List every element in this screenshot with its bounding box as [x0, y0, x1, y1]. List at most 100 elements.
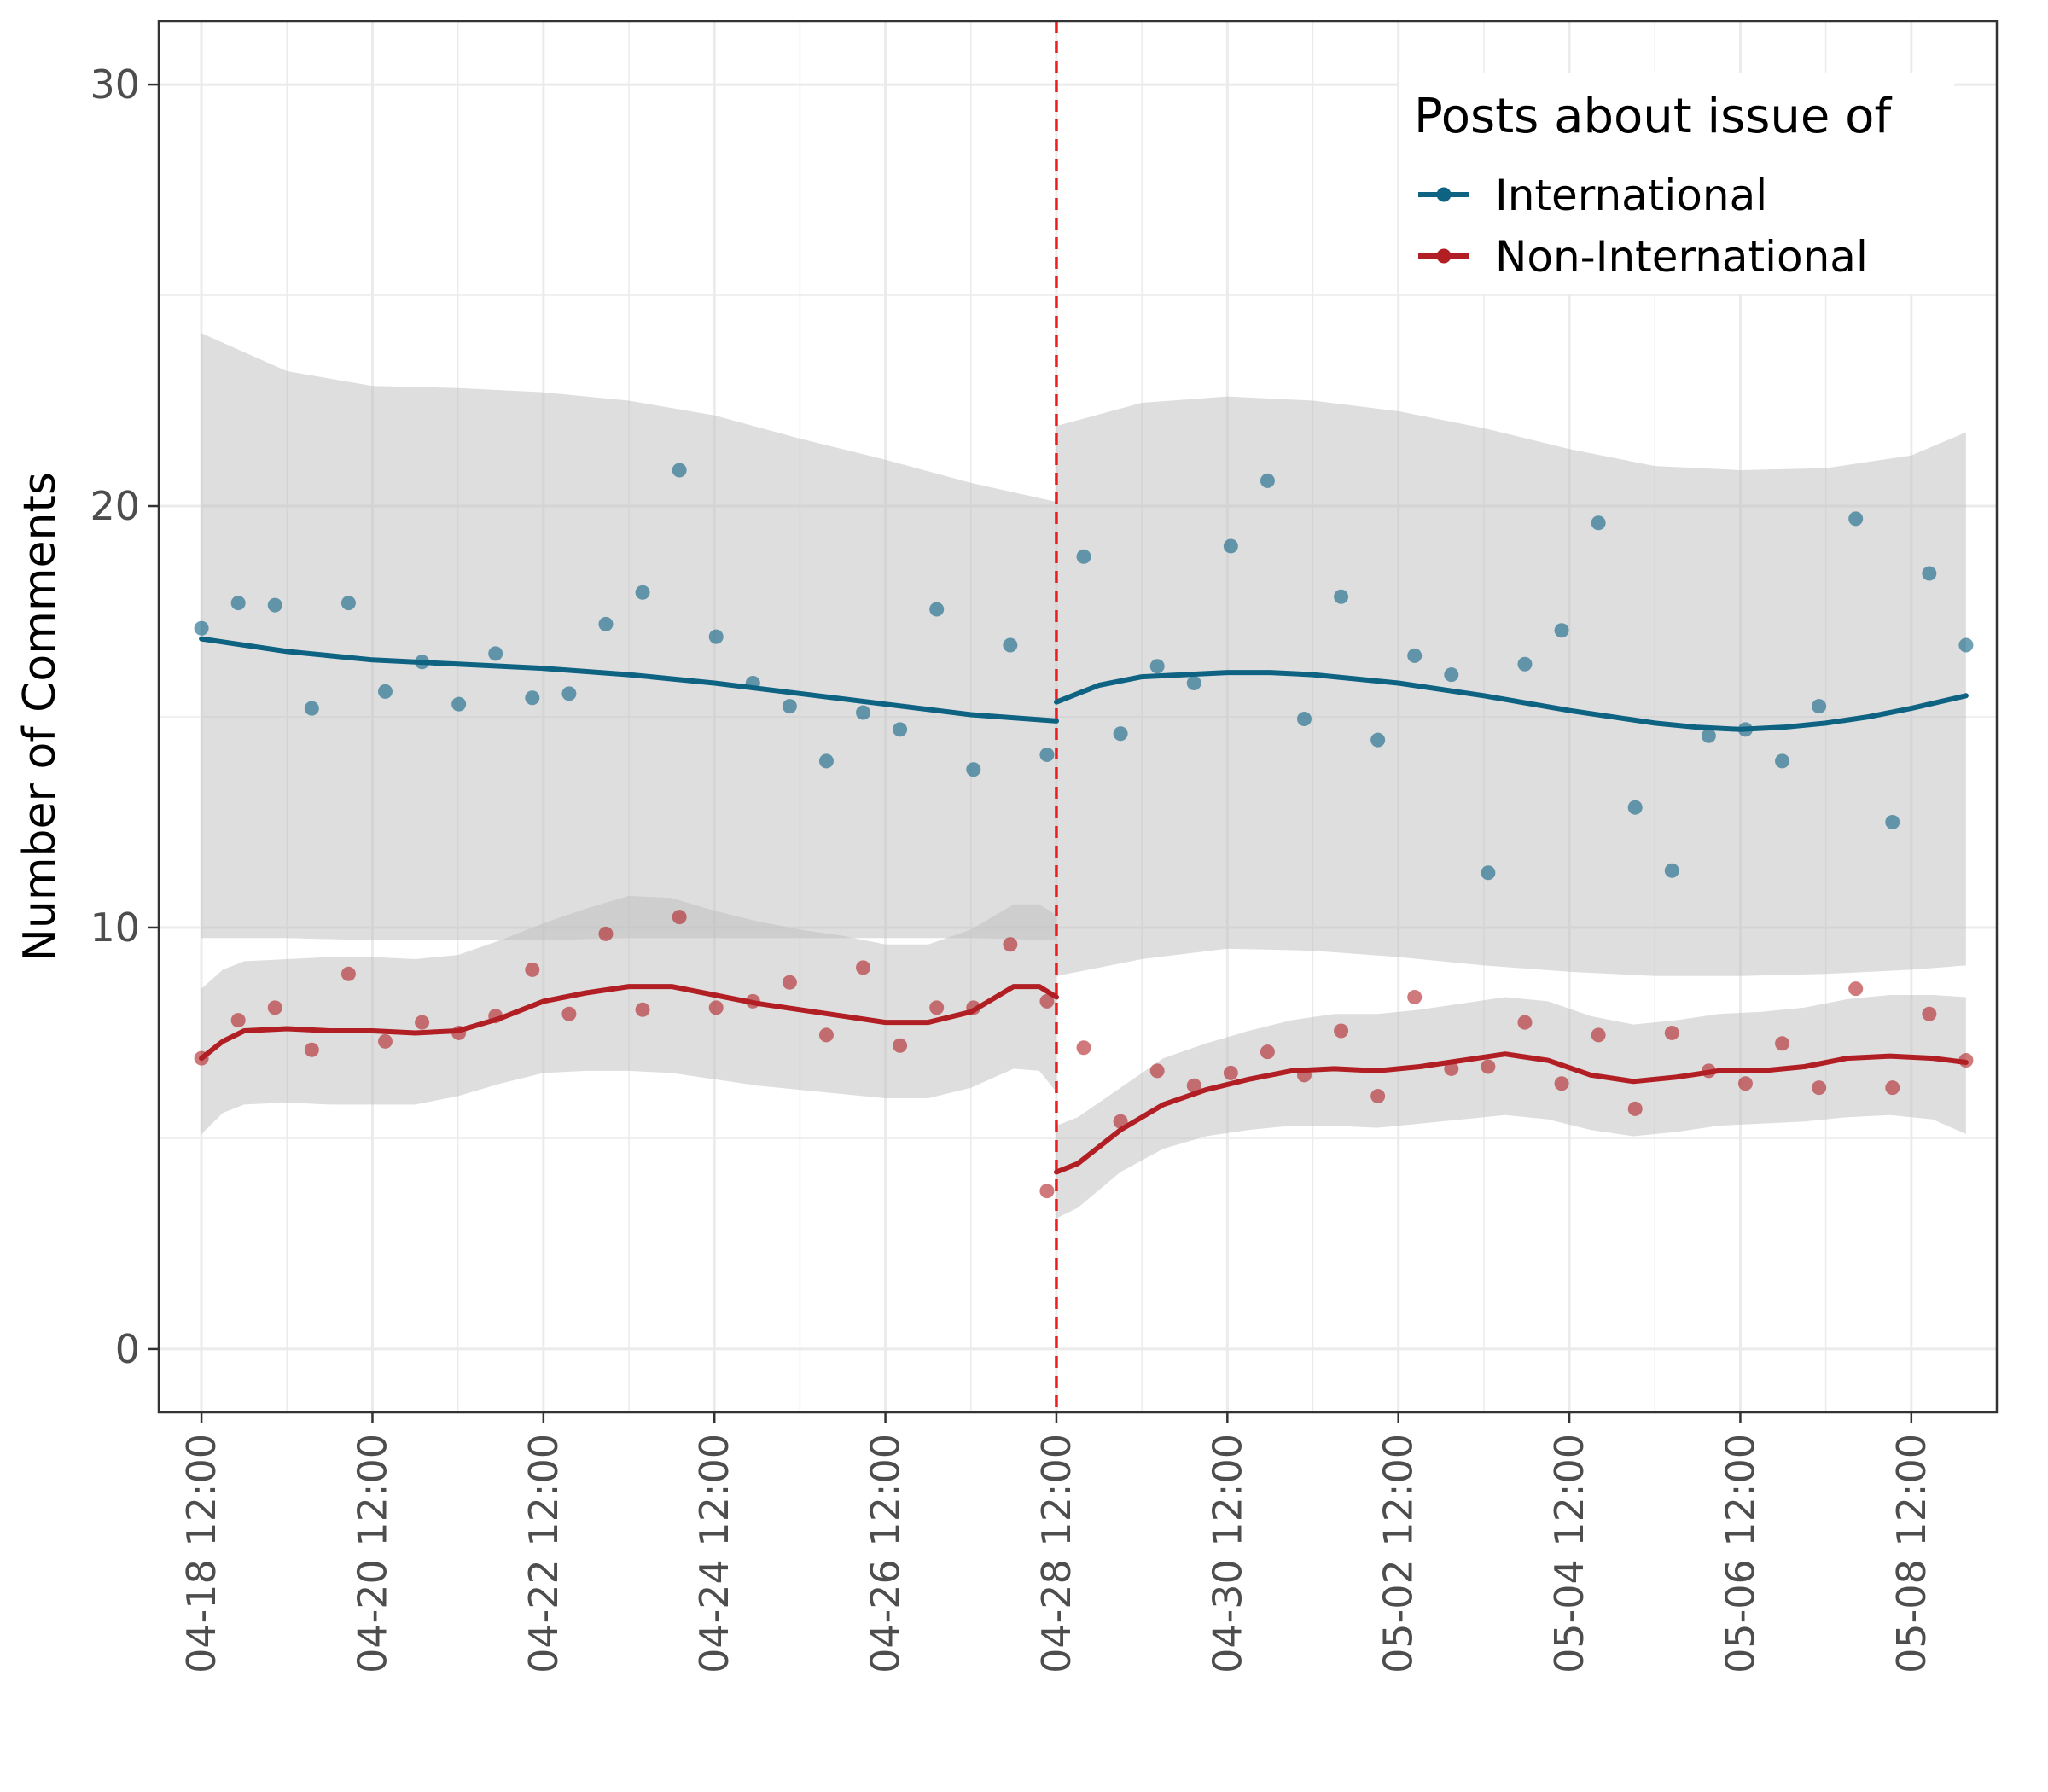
legend-title: Posts about issue of [1414, 89, 1892, 144]
non-international-point [1591, 1027, 1606, 1043]
international-point [1664, 863, 1679, 878]
international-point [304, 701, 319, 716]
legend: Posts about issue of International Non-In… [1399, 73, 1954, 294]
international-point [929, 602, 945, 617]
non-international-point [635, 1002, 650, 1017]
non-international-confidence-band-pre [201, 895, 1057, 1134]
non-international-point [1260, 1044, 1275, 1060]
international-point [1113, 726, 1128, 742]
international-point [267, 597, 282, 613]
international-point [1481, 865, 1496, 881]
international-point [672, 463, 687, 478]
non-international-point [1554, 1076, 1569, 1091]
non-international-point [1223, 1065, 1238, 1080]
non-international-point [893, 1038, 908, 1053]
x-tick-label: 05-04 12:00 [1546, 1434, 1592, 1673]
international-point [340, 596, 356, 611]
x-tick-label: 04-26 12:00 [863, 1434, 909, 1673]
confidence-bands [201, 333, 1966, 1219]
international-point [1003, 637, 1018, 653]
international-point [194, 620, 209, 636]
non-international-point [1848, 981, 1864, 997]
x-tick-label: 04-24 12:00 [691, 1434, 737, 1673]
non-international-point [929, 1000, 945, 1015]
non-international-point [1664, 1025, 1679, 1040]
non-international-point [525, 962, 540, 977]
non-international-point [377, 1033, 393, 1049]
international-point [1958, 637, 1974, 653]
non-international-point [304, 1042, 319, 1057]
international-point [1076, 549, 1091, 564]
non-international-point [818, 1027, 834, 1043]
x-tick-label: 05-06 12:00 [1717, 1434, 1763, 1673]
international-point [1370, 732, 1386, 748]
non-international-point [1775, 1036, 1790, 1051]
international-point [1812, 699, 1827, 714]
non-international-point [1149, 1063, 1165, 1079]
non-international-point [782, 975, 797, 990]
legend-label-international: International [1495, 171, 1767, 220]
legend-key-point-international [1436, 187, 1452, 202]
international-point [377, 684, 393, 699]
fit-lines [199, 636, 1969, 1175]
y-tick-label: 10 [90, 905, 140, 951]
international-point [1701, 728, 1716, 743]
international-point [1334, 589, 1349, 604]
non-international-point [598, 926, 614, 941]
non-international-point [672, 910, 687, 925]
non-international-point [1922, 1006, 1937, 1021]
non-international-point [1517, 1015, 1533, 1030]
international-point [1922, 566, 1937, 581]
international-point [451, 696, 467, 712]
non-international-point [561, 1006, 577, 1021]
legend-background [1399, 73, 1954, 294]
international-point [1260, 473, 1275, 488]
legend-key-point-non-international [1436, 248, 1452, 264]
international-fit-line-post [1054, 670, 1969, 732]
x-tick-label: 05-08 12:00 [1888, 1434, 1935, 1673]
international-point [561, 686, 577, 701]
international-point [856, 705, 871, 720]
international-confidence-band-post [1056, 396, 1966, 976]
x-tick-label: 04-28 12:00 [1033, 1434, 1079, 1673]
non-international-point [1186, 1078, 1201, 1093]
international-point [635, 585, 650, 600]
non-international-point [1076, 1040, 1091, 1056]
non-international-point [1334, 1023, 1349, 1039]
non-international-point [1885, 1080, 1900, 1096]
x-tick-label: 04-18 12:00 [178, 1434, 224, 1673]
non-international-point [1444, 1061, 1459, 1076]
non-international-point [1370, 1089, 1386, 1104]
panel-border [157, 20, 1999, 1414]
x-tick-label: 04-20 12:00 [349, 1434, 395, 1673]
international-point [1554, 623, 1569, 638]
international-point [1039, 747, 1055, 762]
non-international-point [340, 966, 356, 981]
non-international-point [856, 960, 871, 975]
non-international-point [1039, 993, 1055, 1009]
axes: 0 10 20 30 04-18 12:00 04-20 12:00 04-22 12:00… [90, 61, 1934, 1673]
legend-entries: International Non-International [1418, 171, 1868, 282]
international-point [525, 690, 540, 706]
international-point [230, 596, 246, 611]
legend-label-non-international: Non-International [1495, 232, 1868, 282]
international-point [1775, 753, 1790, 769]
y-axis-title: Number of Comments [15, 472, 66, 962]
non-international-point [1627, 1101, 1643, 1116]
non-international-point [1481, 1059, 1496, 1074]
international-point [1591, 515, 1606, 531]
x-tick-label: 05-02 12:00 [1376, 1434, 1422, 1673]
international-point [1296, 711, 1312, 726]
y-tick-label: 30 [90, 61, 140, 108]
international-point [1149, 659, 1165, 674]
non-international-confidence-band-post [1056, 995, 1966, 1219]
international-point [818, 753, 834, 769]
non-international-point [267, 1000, 282, 1015]
x-tick-label: 04-30 12:00 [1204, 1434, 1250, 1673]
non-international-point [1039, 1184, 1055, 1199]
international-fit-line-pre [199, 636, 1059, 724]
non-international-point [230, 1013, 246, 1028]
non-international-point [1737, 1076, 1753, 1091]
international-point [966, 762, 981, 777]
